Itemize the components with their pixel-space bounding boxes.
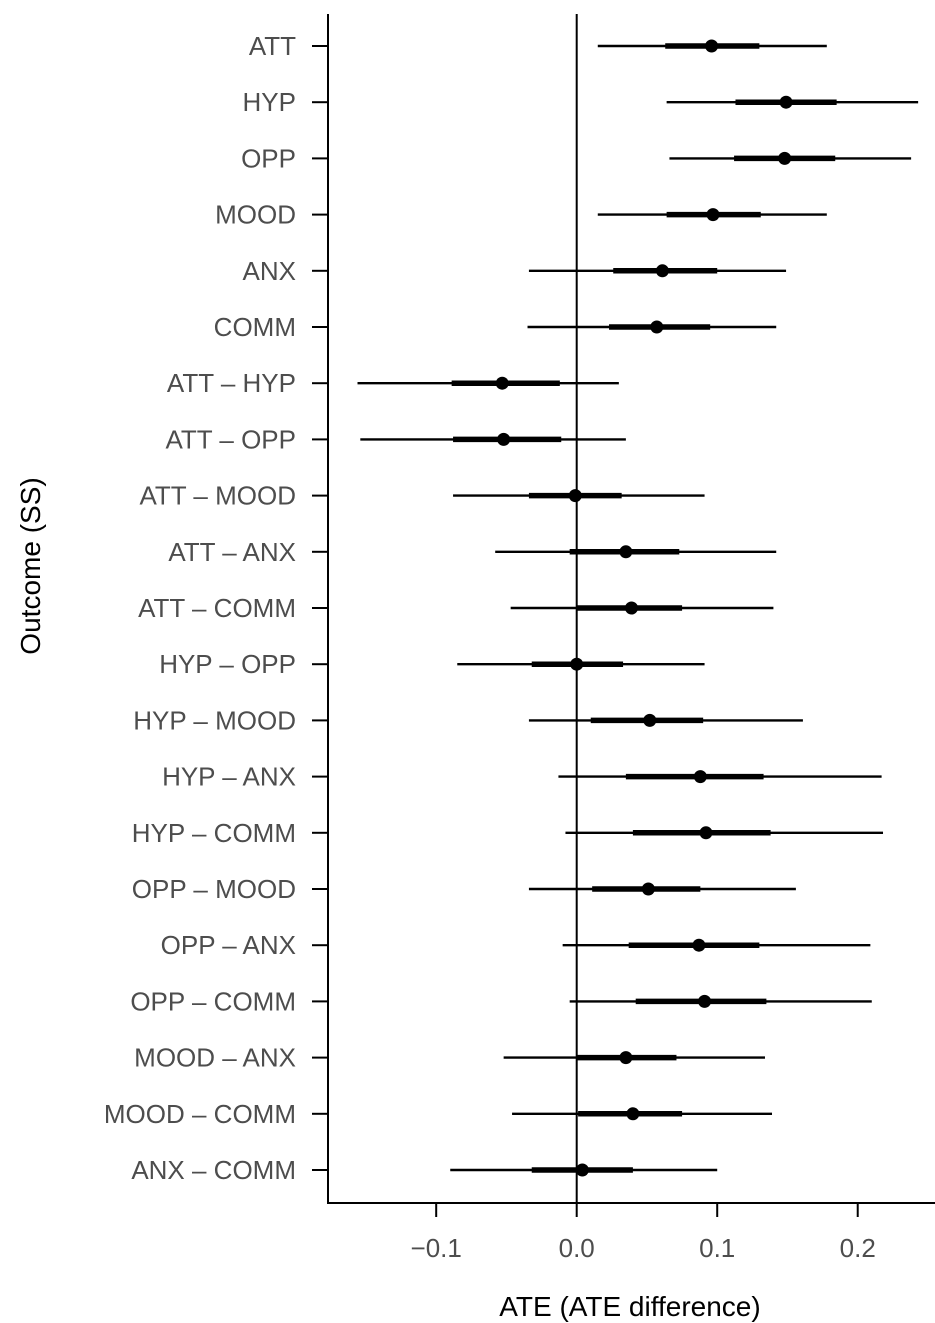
point-estimate — [779, 95, 793, 109]
y-tick-labels: ATT HYP OPP MOOD ANX COMM ATT – HYP ATT – OPP AT… — [104, 31, 296, 1185]
point-estimate — [641, 882, 655, 896]
y-tick-label: ATT – OPP — [165, 424, 296, 454]
y-tick-label: OPP – COMM — [130, 986, 296, 1016]
point-estimate — [575, 1163, 589, 1177]
point-estimate — [699, 826, 713, 840]
y-tick-label: OPP — [241, 143, 296, 173]
y-tick-label: OPP – ANX — [161, 930, 296, 960]
y-tick-label: MOOD – COMM — [104, 1099, 296, 1129]
point-estimate — [698, 994, 712, 1008]
point-estimate — [778, 151, 792, 165]
x-tick-labels: −0.1 0.0 0.1 0.2 — [411, 1233, 876, 1263]
y-tick-label: ATT — [249, 31, 296, 61]
y-tick-label: MOOD — [215, 200, 296, 230]
interval-marks — [357, 39, 919, 1177]
point-estimate — [570, 657, 584, 671]
point-estimate — [497, 432, 511, 446]
y-tick-label: MOOD – ANX — [134, 1043, 296, 1073]
point-estimate — [626, 1107, 640, 1121]
y-tick-marks — [312, 45, 328, 1171]
y-tick-label: HYP – OPP — [159, 649, 296, 679]
point-estimate — [705, 39, 719, 53]
x-tick-label: 0.0 — [559, 1233, 595, 1263]
y-tick-label: COMM — [214, 312, 296, 342]
x-axis-title: ATE (ATE difference) — [499, 1291, 760, 1322]
y-tick-label: ANX – COMM — [131, 1155, 296, 1185]
point-estimate — [643, 713, 657, 727]
point-estimate — [568, 489, 582, 503]
x-tick-marks — [435, 1203, 859, 1217]
point-estimate — [619, 545, 633, 559]
y-tick-label: HYP – ANX — [162, 762, 296, 792]
y-tick-label: ATT – MOOD — [140, 481, 297, 511]
y-tick-label: HYP – MOOD — [133, 705, 296, 735]
y-tick-label: ATT – HYP — [167, 368, 296, 398]
y-tick-label: ATT – ANX — [168, 537, 296, 567]
y-tick-label: OPP – MOOD — [132, 874, 296, 904]
x-tick-label: −0.1 — [411, 1233, 462, 1263]
x-tick-label: 0.2 — [840, 1233, 876, 1263]
y-tick-label: HYP – COMM — [132, 818, 296, 848]
point-estimate — [650, 320, 664, 334]
y-tick-label: ATT – COMM — [138, 593, 296, 623]
point-estimate — [693, 770, 707, 784]
point-estimate — [495, 376, 509, 390]
point-estimate — [625, 601, 638, 615]
point-estimate — [692, 938, 706, 952]
y-tick-label: ANX — [243, 256, 296, 286]
point-estimate — [706, 208, 720, 222]
y-axis-title: Outcome (SS) — [15, 477, 46, 654]
x-tick-label: 0.1 — [699, 1233, 735, 1263]
y-tick-label: HYP — [243, 87, 296, 117]
point-estimate — [619, 1051, 633, 1065]
point-estimate — [655, 264, 669, 278]
